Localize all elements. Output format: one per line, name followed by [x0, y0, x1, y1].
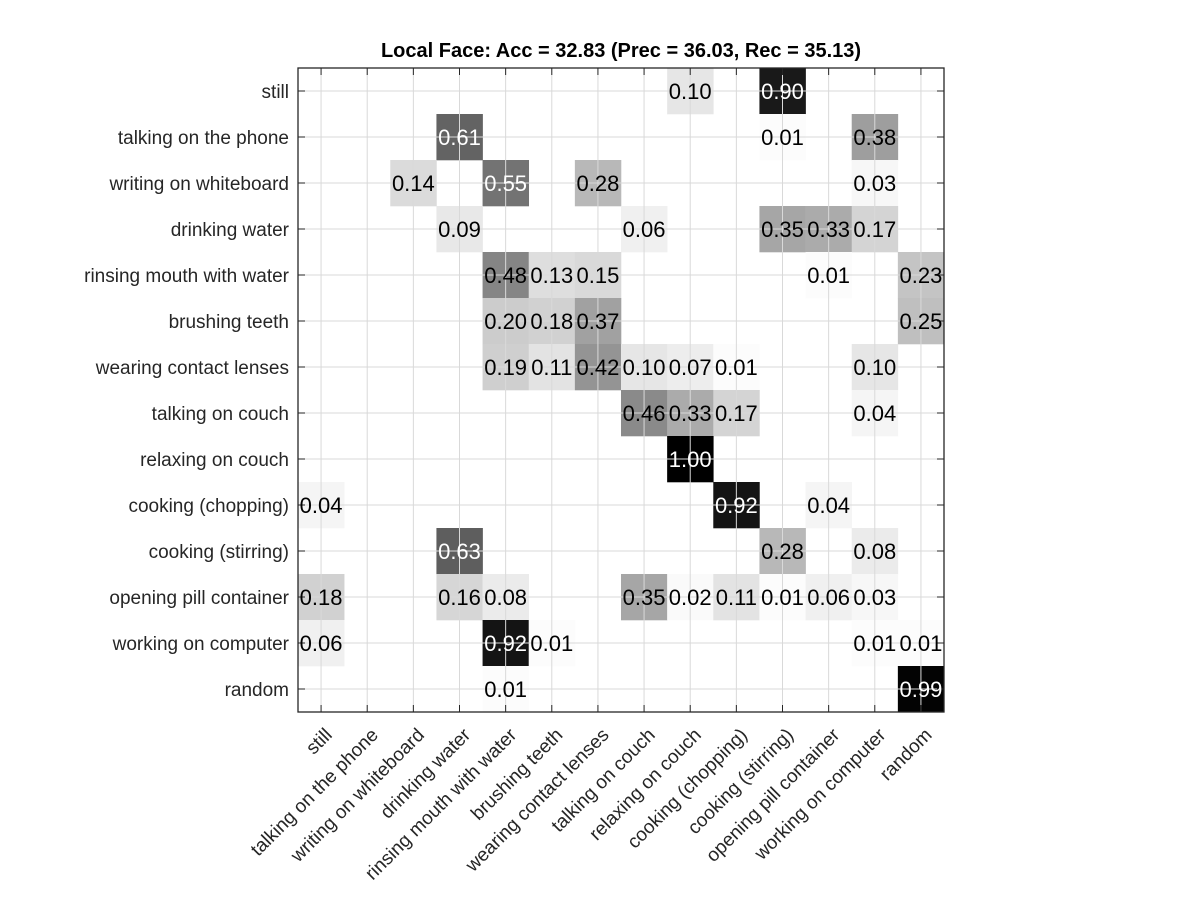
cell-value-label: 0.46 — [623, 401, 666, 426]
cell-value-label: 0.15 — [577, 263, 620, 288]
cell-value-label: 0.18 — [300, 585, 343, 610]
cell-value-label: 0.11 — [531, 355, 572, 380]
cell-value-label: 0.06 — [807, 585, 850, 610]
cell-value-label: 0.28 — [577, 171, 620, 196]
cell-value-label: 0.07 — [669, 355, 712, 380]
cell-value-label: 0.90 — [761, 79, 804, 104]
cell-value-label: 0.33 — [807, 217, 850, 242]
y-tick-label: still — [262, 82, 289, 103]
cell-value-label: 0.01 — [761, 585, 804, 610]
cell-value-label: 0.03 — [853, 171, 896, 196]
cell-value-label: 0.08 — [853, 539, 896, 564]
cell-value-label: 0.04 — [300, 493, 343, 518]
cell-value-label: 0.42 — [577, 355, 620, 380]
cell-value-label: 0.04 — [807, 493, 850, 518]
cell-value-label: 0.04 — [853, 401, 896, 426]
cell-value-label: 1.00 — [669, 447, 712, 472]
y-axis-tick-labels: still talking on the phone writing on whit… — [84, 82, 290, 701]
y-tick-label: relaxing on couch — [140, 450, 289, 471]
y-tick-label: talking on the phone — [118, 128, 289, 149]
cell-value-label: 0.10 — [669, 79, 712, 104]
cell-value-label: 0.17 — [853, 217, 896, 242]
cell-value-label: 0.92 — [484, 631, 527, 656]
cell-value-label: 0.61 — [438, 125, 481, 150]
cell-value-label: 0.20 — [484, 309, 527, 334]
cell-value-label: 0.17 — [715, 401, 758, 426]
cell-value-label: 0.11 — [716, 585, 757, 610]
cell-value-label: 0.37 — [577, 309, 620, 334]
cell-value-label: 0.01 — [484, 677, 527, 702]
cell-value-label: 0.18 — [530, 309, 573, 334]
cell-value-label: 0.01 — [853, 631, 896, 656]
cell-value-label: 0.55 — [484, 171, 527, 196]
cell-value-label: 0.01 — [807, 263, 850, 288]
y-tick-label: working on computer — [112, 634, 290, 655]
y-tick-label: drinking water — [171, 220, 290, 241]
cell-value-label: 0.02 — [669, 585, 712, 610]
cell-value-label: 0.06 — [623, 217, 666, 242]
cell-value-label: 0.63 — [438, 539, 481, 564]
plot-frame — [297, 67, 945, 713]
y-tick-label: talking on couch — [152, 404, 289, 425]
y-tick-label: cooking (chopping) — [128, 496, 289, 517]
cell-value-label: 0.08 — [484, 585, 527, 610]
cell-value-label: 0.19 — [484, 355, 527, 380]
cell-value-label: 0.14 — [392, 171, 435, 196]
grid-lines — [298, 68, 944, 712]
cell-value-label: 0.09 — [438, 217, 481, 242]
x-tick-label: still — [302, 725, 336, 759]
cell-value-label: 0.38 — [853, 125, 896, 150]
cell-value-label: 0.06 — [300, 631, 343, 656]
cell-value-label: 0.01 — [715, 355, 758, 380]
cell-value-labels: 0.10 0.90 0.61 0.01 0.38 0.14 0.55 0.28 0.03 0.09… — [300, 79, 943, 702]
y-tick-label: wearing contact lenses — [95, 358, 289, 379]
cell-value-label: 0.28 — [761, 539, 804, 564]
chart-title: Local Face: Acc = 32.83 (Prec = 36.03, R… — [381, 40, 861, 62]
cell-value-label: 0.01 — [900, 631, 943, 656]
y-tick-label: rinsing mouth with water — [84, 266, 290, 287]
cell-value-label: 0.25 — [900, 309, 943, 334]
cell-value-label: 0.16 — [438, 585, 481, 610]
cell-value-label: 0.01 — [761, 125, 804, 150]
cell-value-label: 0.35 — [761, 217, 804, 242]
cell-value-label: 0.13 — [530, 263, 573, 288]
cell-value-label: 0.03 — [853, 585, 896, 610]
y-tick-label: opening pill container — [109, 588, 289, 609]
y-tick-label: brushing teeth — [169, 312, 289, 333]
cell-value-label: 0.10 — [853, 355, 896, 380]
cell-value-label: 0.48 — [484, 263, 527, 288]
cell-value-label: 0.33 — [669, 401, 712, 426]
heatmap-cells — [298, 68, 945, 713]
cell-value-label: 0.99 — [900, 677, 943, 702]
cell-value-label: 0.01 — [530, 631, 573, 656]
cell-value-label: 0.10 — [623, 355, 666, 380]
cell-value-label: 0.35 — [623, 585, 666, 610]
y-tick-label: random — [225, 680, 289, 701]
y-tick-label: writing on whiteboard — [108, 174, 289, 195]
y-tick-label: cooking (stirring) — [149, 542, 289, 563]
x-tick-label: random — [876, 725, 936, 785]
cell-value-label: 0.92 — [715, 493, 758, 518]
axis-ticks — [298, 68, 944, 712]
cell-value-label: 0.23 — [900, 263, 943, 288]
